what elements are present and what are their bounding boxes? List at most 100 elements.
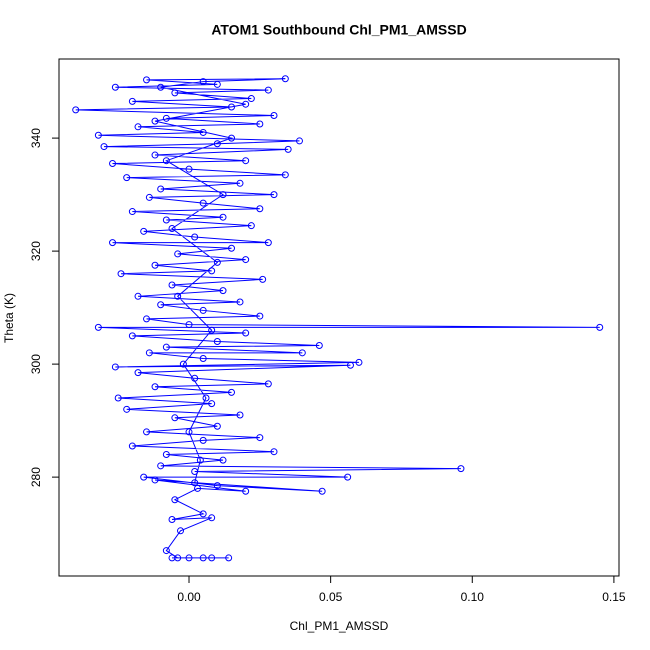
data-point (208, 326, 216, 334)
data-point (128, 208, 136, 216)
y-tick-label: 300 (29, 354, 43, 374)
y-tick-label: 280 (29, 467, 43, 487)
data-point (171, 89, 179, 97)
data-point (344, 473, 352, 481)
data-point (151, 476, 159, 484)
data-point (114, 394, 122, 402)
data-point (100, 143, 108, 151)
data-point (134, 369, 142, 377)
x-tick-label: 0.05 (319, 590, 343, 604)
data-point (191, 374, 199, 382)
data-point (134, 123, 142, 131)
data-point (162, 157, 170, 165)
data-point (111, 83, 119, 91)
data-point (236, 411, 244, 419)
data-point (213, 140, 221, 148)
data-point (199, 510, 207, 518)
data-point (171, 496, 179, 504)
data-point (213, 482, 221, 490)
data-point (151, 261, 159, 269)
data-point (151, 383, 159, 391)
y-tick-label: 340 (29, 128, 43, 148)
data-point (208, 514, 216, 522)
data-point (162, 114, 170, 122)
data-point (143, 76, 151, 84)
data-point (256, 205, 264, 213)
data-point (174, 250, 182, 258)
data-point (236, 179, 244, 187)
data-point (213, 422, 221, 430)
data-point (168, 281, 176, 289)
data-point (145, 349, 153, 357)
data-point (145, 193, 153, 201)
chart-title: ATOM1 Southbound Chl_PM1_AMSSD (211, 22, 466, 38)
data-point (151, 151, 159, 159)
data-point (171, 414, 179, 422)
data-point (199, 554, 207, 562)
data-point (213, 258, 221, 266)
data-point (143, 428, 151, 436)
data-point (281, 75, 289, 83)
y-axis-title: Theta (K) (2, 293, 16, 343)
data-point (185, 321, 193, 329)
data-point (242, 256, 250, 264)
data-point (199, 306, 207, 314)
x-tick-label: 0.00 (177, 590, 201, 604)
data-point (162, 547, 170, 555)
data-point (264, 86, 272, 94)
data-point (284, 145, 292, 153)
data-point (208, 267, 216, 275)
data-point (228, 388, 236, 396)
data-point (109, 239, 117, 247)
data-point (162, 216, 170, 224)
data-point (264, 380, 272, 388)
data-point (174, 554, 182, 562)
data-point (213, 338, 221, 346)
data-point (151, 117, 159, 125)
data-point (318, 487, 326, 495)
data-point (219, 191, 227, 199)
y-tick-label: 320 (29, 241, 43, 261)
data-point (191, 233, 199, 241)
data-point (168, 225, 176, 233)
data-point (298, 349, 306, 357)
data-point (185, 165, 193, 173)
data-point (199, 436, 207, 444)
data-point (111, 363, 119, 371)
data-point (123, 405, 131, 413)
data-point (242, 487, 250, 495)
data-point (596, 323, 604, 331)
data-point (143, 315, 151, 323)
data-point (259, 275, 267, 283)
data-point (355, 358, 363, 366)
data-point (109, 160, 117, 168)
data-point (128, 442, 136, 450)
data-point (219, 287, 227, 295)
data-point (157, 462, 165, 470)
data-point (168, 515, 176, 523)
x-tick-label: 0.10 (461, 590, 485, 604)
data-point (162, 451, 170, 459)
data-point (219, 456, 227, 464)
data-point (199, 78, 207, 86)
data-point (140, 227, 148, 235)
data-point (256, 312, 264, 320)
data-point (295, 137, 303, 145)
data-point (72, 106, 80, 114)
data-point (94, 131, 102, 139)
data-point (191, 479, 199, 487)
data-point (281, 171, 289, 179)
data-point (196, 456, 204, 464)
data-point (128, 97, 136, 105)
data-point (236, 298, 244, 306)
data-point (94, 323, 102, 331)
data-point (208, 400, 216, 408)
data-point (128, 332, 136, 340)
data-point (264, 239, 272, 247)
data-point (270, 448, 278, 456)
data-point (228, 134, 236, 142)
data-point (202, 394, 210, 402)
data-point (247, 95, 255, 103)
